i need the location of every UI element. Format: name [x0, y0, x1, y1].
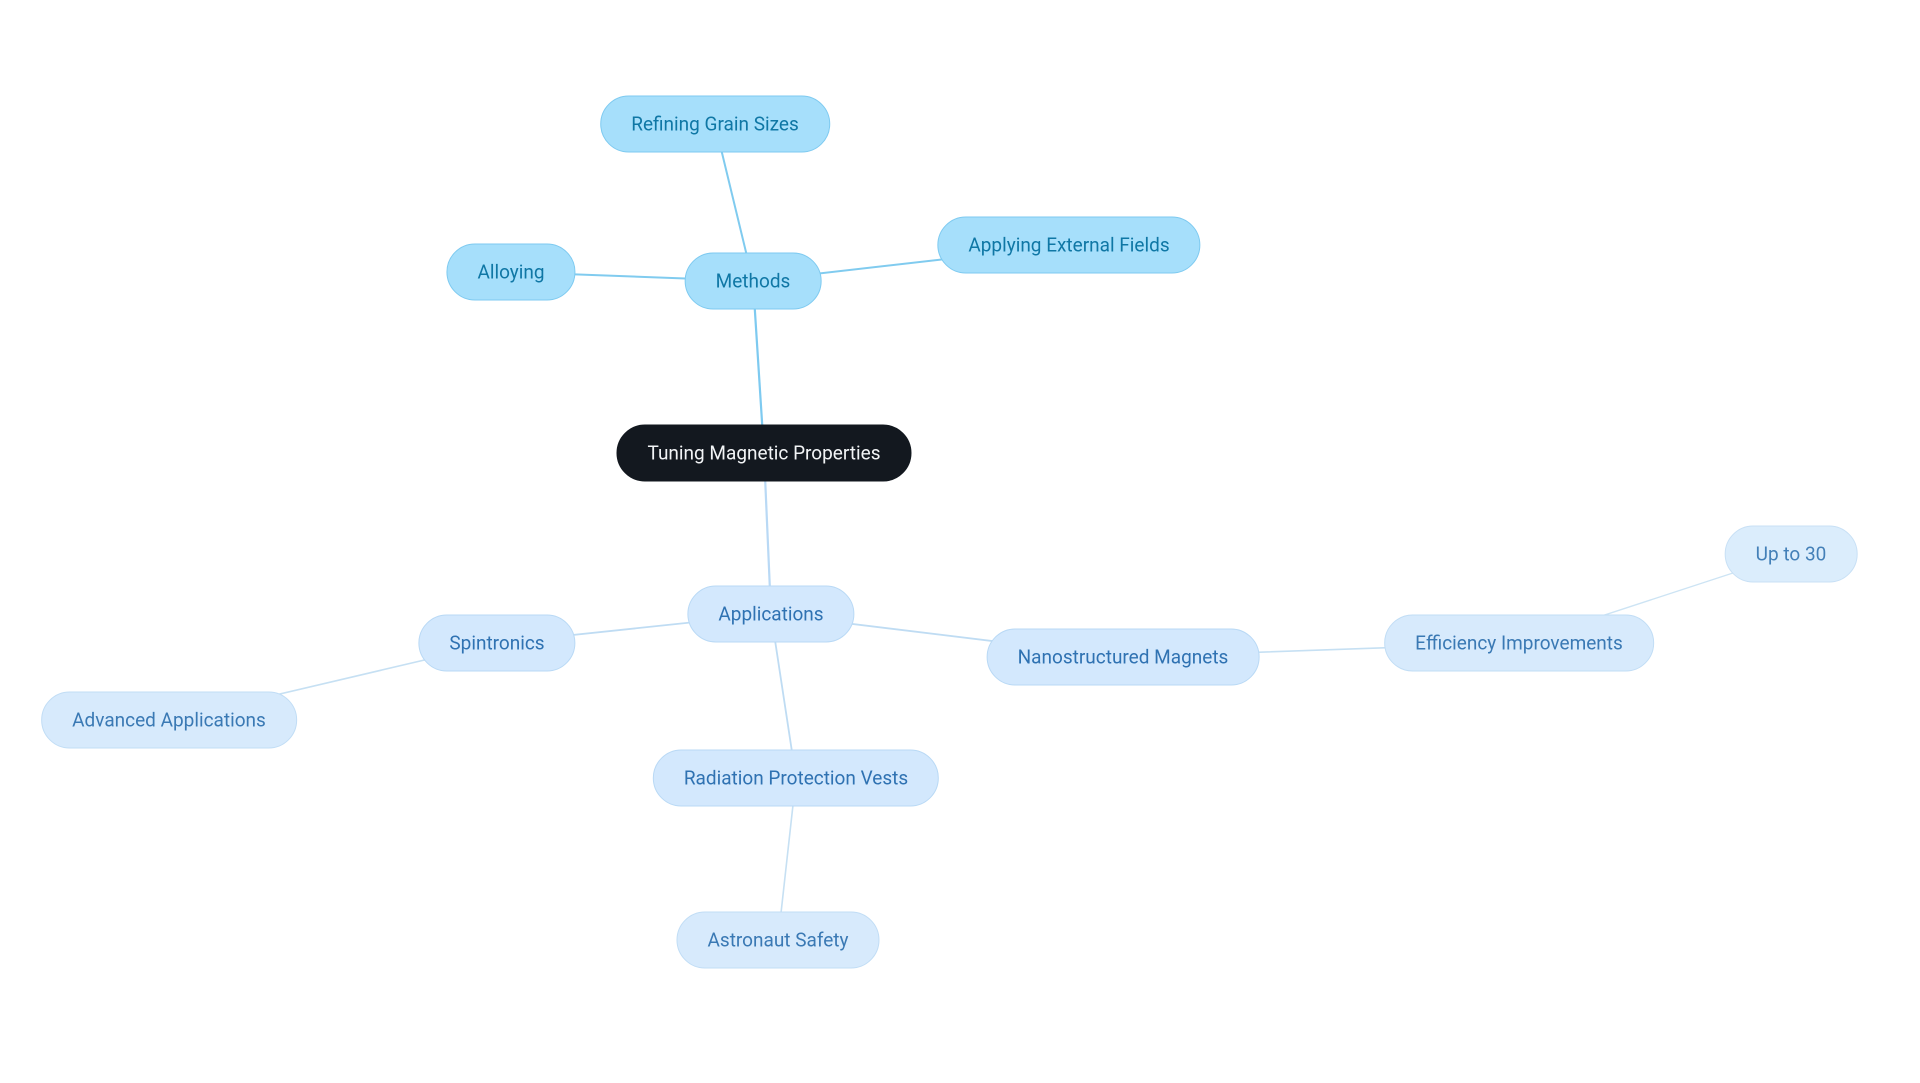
node-label: Radiation Protection Vests [684, 767, 908, 790]
node-upto30: Up to 30 [1725, 526, 1858, 583]
node-refining: Refining Grain Sizes [600, 96, 830, 153]
node-label: Refining Grain Sizes [631, 113, 799, 136]
diagram-canvas: Tuning Magnetic Properties Methods Alloyin… [0, 0, 1920, 1083]
edges-layer [0, 0, 1920, 1083]
node-label: Methods [716, 270, 791, 293]
node-efficiency: Efficiency Improvements [1384, 615, 1654, 672]
node-radvests: Radiation Protection Vests [653, 750, 939, 807]
node-apps: Applications [687, 586, 854, 643]
node-label: Applying External Fields [968, 234, 1169, 257]
node-astrosafety: Astronaut Safety [676, 912, 879, 969]
node-label: Tuning Magnetic Properties [647, 442, 880, 465]
node-label: Applications [718, 603, 823, 626]
node-label: Efficiency Improvements [1415, 632, 1623, 655]
node-extfields: Applying External Fields [937, 217, 1200, 274]
node-label: Spintronics [449, 632, 544, 655]
node-alloying: Alloying [446, 244, 575, 301]
node-label: Nanostructured Magnets [1018, 646, 1229, 669]
node-methods: Methods [685, 253, 822, 310]
node-nanomag: Nanostructured Magnets [987, 629, 1260, 686]
node-root: Tuning Magnetic Properties [616, 425, 911, 482]
node-spintronics: Spintronics [418, 615, 575, 672]
node-label: Up to 30 [1756, 543, 1827, 566]
node-label: Alloying [477, 261, 544, 284]
node-advapps: Advanced Applications [41, 692, 297, 749]
node-label: Advanced Applications [72, 709, 266, 732]
node-label: Astronaut Safety [707, 929, 848, 952]
